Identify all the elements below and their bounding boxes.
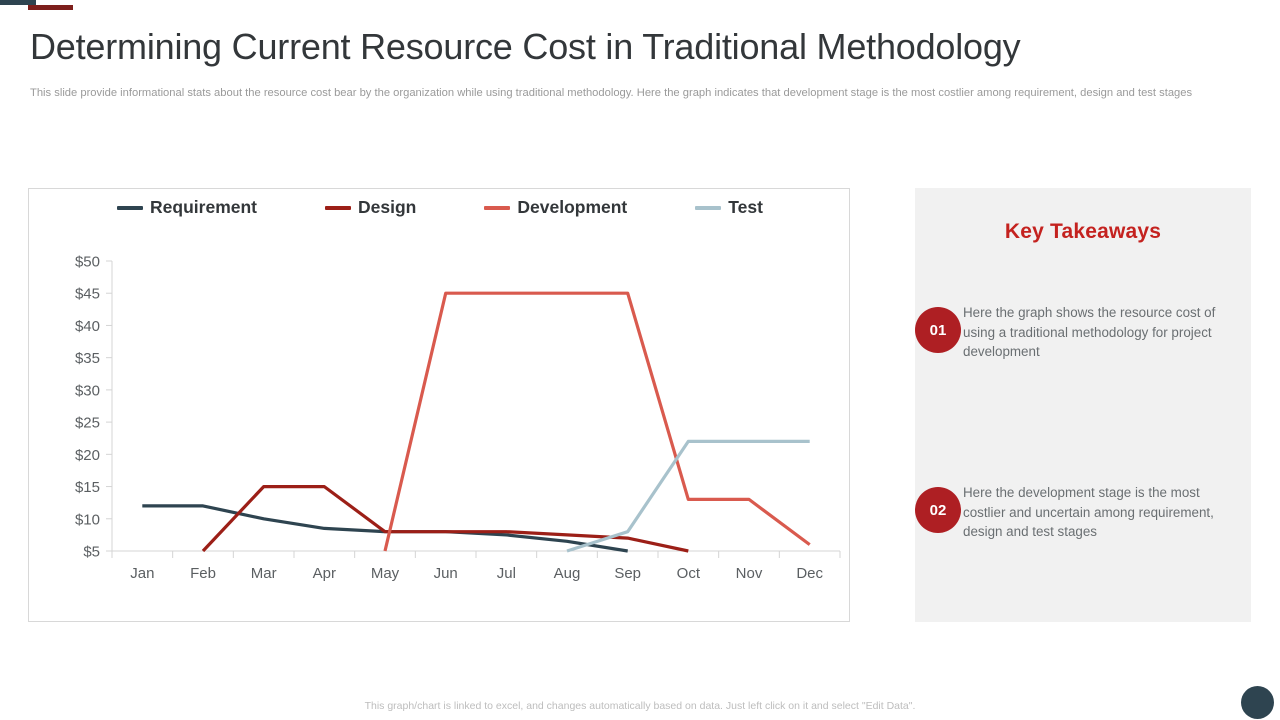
accent-bar-navy (0, 0, 36, 5)
svg-text:Nov: Nov (736, 565, 763, 582)
svg-text:Aug: Aug (554, 565, 581, 582)
svg-text:$25: $25 (75, 415, 100, 432)
svg-text:$30: $30 (75, 382, 100, 399)
svg-text:Jan: Jan (130, 565, 154, 582)
legend-label-test: Test (728, 197, 763, 217)
takeaway-item-2: 02 Here the development stage is the mos… (915, 483, 1245, 542)
svg-text:$5: $5 (83, 544, 100, 561)
legend-label-design: Design (358, 197, 417, 217)
takeaway-badge-2: 02 (915, 487, 961, 533)
chart-plot-area[interactable]: $5 $10 $15 $20 $25 $30 $35 $40 $45 $50 Jan Feb Mar Ap… (29, 251, 851, 621)
svg-text:$15: $15 (75, 479, 100, 496)
takeaway-text-2: Here the development stage is the most c… (963, 485, 1214, 539)
svg-text:$20: $20 (75, 447, 100, 464)
svg-text:$35: $35 (75, 350, 100, 367)
chart-card[interactable]: Requirement Design Development Test $5 $1… (28, 188, 850, 622)
svg-text:Dec: Dec (796, 565, 823, 582)
takeaway-item-1: 01 Here the graph shows the resource cos… (915, 303, 1245, 362)
svg-text:Jun: Jun (434, 565, 458, 582)
footer-note: This graph/chart is linked to excel, and… (364, 700, 916, 712)
legend-item-design[interactable]: Design (325, 197, 416, 218)
legend-swatch-development (484, 205, 511, 210)
takeaway-badge-1: 01 (915, 307, 961, 353)
svg-text:Oct: Oct (677, 565, 701, 582)
legend-item-test[interactable]: Test (695, 197, 763, 218)
key-takeaways-title: Key Takeaways (1004, 220, 1162, 243)
svg-text:Mar: Mar (251, 565, 277, 582)
svg-text:Apr: Apr (313, 565, 336, 582)
chart-legend: Requirement Design Development Test (29, 197, 851, 218)
legend-label-development: Development (517, 197, 628, 217)
svg-text:$40: $40 (75, 318, 100, 335)
svg-text:Sep: Sep (614, 565, 641, 582)
legend-label-requirement: Requirement (150, 197, 258, 217)
key-takeaways-panel: Key Takeaways 01 Here the graph shows th… (915, 188, 1251, 622)
svg-text:Jul: Jul (497, 565, 516, 582)
line-chart-svg: $5 $10 $15 $20 $25 $30 $35 $40 $45 $50 Jan Feb Mar Ap… (75, 254, 841, 582)
legend-item-development[interactable]: Development (484, 197, 627, 218)
svg-text:$45: $45 (75, 286, 100, 303)
corner-dot-decoration (1241, 686, 1274, 719)
page-subtitle: This slide provide informational stats a… (30, 87, 1193, 99)
takeaway-text-1: Here the graph shows the resource cost o… (963, 305, 1216, 359)
svg-text:$10: $10 (75, 511, 100, 528)
legend-item-requirement[interactable]: Requirement (117, 197, 257, 218)
legend-swatch-requirement (117, 205, 144, 210)
svg-text:$50: $50 (75, 254, 100, 271)
page-title: Determining Current Resource Cost in Tra… (30, 26, 1021, 67)
legend-swatch-design (325, 205, 352, 210)
accent-bar-red (28, 5, 73, 10)
svg-text:May: May (371, 565, 400, 582)
legend-swatch-test (695, 205, 722, 210)
svg-text:Feb: Feb (190, 565, 216, 582)
